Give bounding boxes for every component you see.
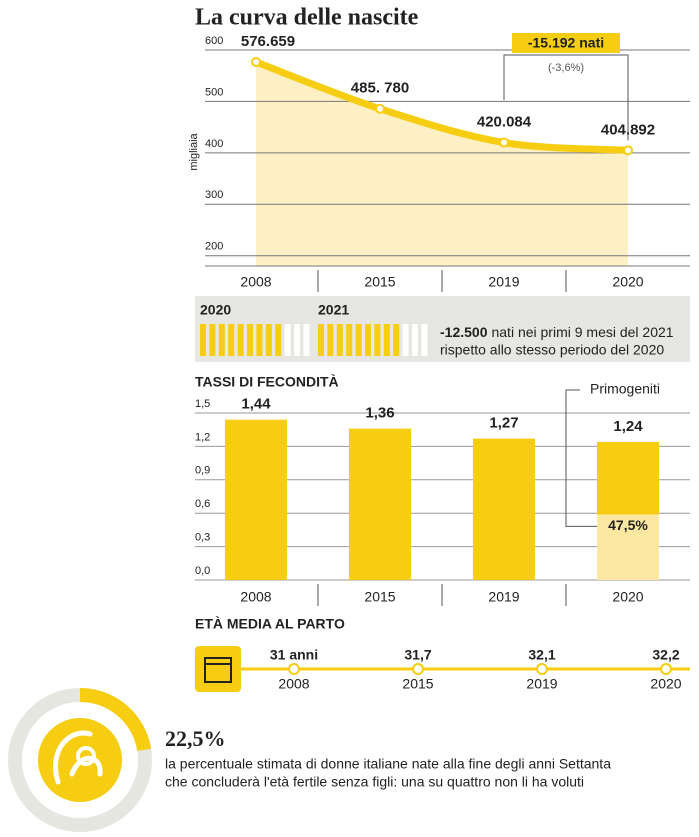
- y-tick-label: 200: [205, 241, 223, 253]
- annotation: -15.192 nati: [528, 35, 604, 51]
- stripe: [393, 324, 400, 356]
- stripe: [237, 324, 244, 356]
- stripe: [275, 324, 282, 356]
- bar: [225, 419, 287, 580]
- y-tick-label: 500: [205, 86, 223, 98]
- icon-figure: [76, 746, 96, 766]
- point: [499, 137, 509, 148]
- stripe: [412, 324, 418, 356]
- bracket: [503, 54, 629, 141]
- section-title: TASSI DI FECONDITÀ: [195, 374, 339, 390]
- timeline-dot: [412, 663, 424, 675]
- note-highlight: -12.500: [440, 324, 488, 340]
- y-tick-label: 0,6: [195, 498, 210, 510]
- year-label: 2008: [278, 676, 309, 692]
- stripe: [327, 324, 334, 356]
- value-label: 1,27: [489, 415, 518, 432]
- x-tick-label: 2015: [364, 589, 395, 605]
- stat-value: 22,5%: [165, 726, 226, 751]
- line: [252, 58, 632, 154]
- x-tick-label: 2020: [612, 274, 643, 290]
- value-label: 485. 780: [351, 80, 409, 97]
- year-label: 2015: [402, 676, 433, 692]
- stripe: [284, 324, 291, 356]
- section-title: ETÀ MEDIA AL PARTO: [195, 616, 345, 632]
- stripe: [265, 324, 272, 356]
- y-tick-label: 1,2: [195, 431, 210, 443]
- point: [251, 57, 261, 68]
- note-text: nati nei primi 9 mesi del 2021: [491, 324, 673, 340]
- share-label: 47,5%: [608, 517, 648, 533]
- stripe: [365, 324, 371, 356]
- stripe: [200, 324, 206, 356]
- annotation-box: [512, 33, 620, 53]
- stripe: [318, 324, 324, 356]
- x-tick-label: 2019: [488, 589, 519, 605]
- value-label: 32,1: [528, 647, 555, 663]
- bar: [473, 438, 535, 580]
- title: La curva delle nascite: [195, 5, 419, 31]
- year-label: 2020: [650, 676, 681, 692]
- share-bar: [597, 514, 659, 580]
- area: [256, 62, 628, 267]
- y-axis-label: migliaia: [188, 132, 200, 170]
- value-label: 576.659: [241, 33, 295, 50]
- x-tick-label: 2015: [364, 274, 395, 290]
- stripe: [256, 324, 263, 356]
- x-tick-label: 2008: [240, 274, 271, 290]
- annotation-sub: (-3,6%): [548, 62, 584, 74]
- value-label: 1,24: [613, 418, 643, 435]
- stripe: [218, 324, 225, 356]
- y-tick-label: 0,3: [195, 532, 210, 544]
- stripe: [228, 324, 235, 356]
- timeline-dot: [536, 663, 548, 675]
- stripe: [294, 324, 300, 356]
- value-label: 420.084: [477, 113, 532, 130]
- value-label: 32,2: [652, 647, 679, 663]
- point: [623, 145, 633, 156]
- stripe: [374, 324, 381, 356]
- value-label: 1,36: [365, 405, 394, 422]
- stripe: [346, 324, 353, 356]
- note: -12.500 nati nei primi 9 mesi del 2021: [440, 324, 674, 340]
- y-tick-label: 1,5: [195, 398, 210, 410]
- stripe: [336, 324, 343, 356]
- y-tick-label: 300: [205, 189, 223, 201]
- stripe: [247, 324, 253, 356]
- note-text: rispetto allo stesso periodo del 2020: [440, 342, 664, 358]
- stripe: [355, 324, 362, 356]
- group-label: 2021: [318, 302, 349, 318]
- x-tick-label: 2008: [240, 589, 271, 605]
- group-label: 2020: [200, 302, 231, 318]
- value-label: 31 anni: [270, 647, 318, 663]
- value-label: 1,44: [241, 396, 271, 413]
- y-tick-label: 400: [205, 138, 223, 150]
- stripe: [421, 324, 428, 356]
- stripe: [209, 324, 216, 356]
- stat-text: la percentuale stimata di donne italiane…: [165, 756, 611, 772]
- x-tick-label: 2019: [488, 274, 519, 290]
- share-name: Primogeniti: [590, 381, 660, 397]
- bar: [349, 428, 411, 580]
- y-tick-label: 600: [205, 35, 223, 47]
- point: [375, 103, 385, 114]
- x-tick-label: 2020: [612, 589, 643, 605]
- stat-text: che concluderà l'età fertile senza figli…: [165, 774, 584, 790]
- stripe: [383, 324, 390, 356]
- y-tick-label: 0,9: [195, 465, 210, 477]
- share-leader: [565, 389, 597, 527]
- timeline-dot: [660, 663, 672, 675]
- calendar-icon: [204, 657, 232, 683]
- y-tick-label: 0,0: [195, 565, 210, 577]
- value-label: 31,7: [404, 647, 431, 663]
- timeline-dot: [288, 663, 300, 675]
- stripe: [303, 324, 310, 356]
- ring-arc: [79, 688, 152, 752]
- year-label: 2019: [526, 676, 557, 692]
- calendar-icon-box: [195, 646, 241, 692]
- stripe: [402, 324, 409, 356]
- icon-figure: [53, 730, 103, 785]
